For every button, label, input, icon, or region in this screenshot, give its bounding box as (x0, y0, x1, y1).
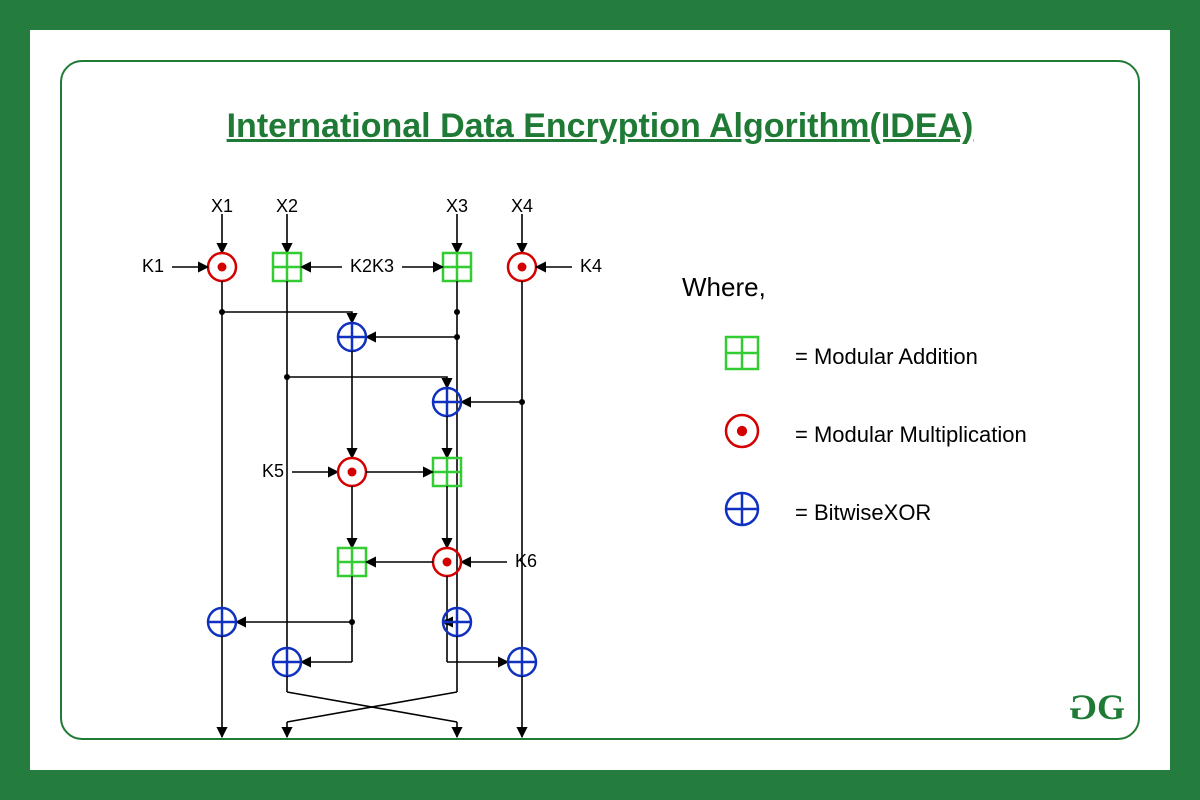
legend-row: = Modular Addition (682, 333, 1082, 381)
legend-row: = BitwiseXOR (682, 489, 1082, 537)
svg-text:K2: K2 (350, 256, 372, 276)
svg-text:X2: X2 (276, 196, 298, 216)
svg-text:K3: K3 (372, 256, 394, 276)
svg-text:X3: X3 (446, 196, 468, 216)
rounded-panel: International Data Encryption Algorithm(… (60, 60, 1140, 740)
legend-label: = BitwiseXOR (795, 500, 931, 526)
page-title: International Data Encryption Algorithm(… (62, 107, 1138, 146)
legend-row: = Modular Multiplication (682, 411, 1082, 459)
xor-icon (722, 489, 770, 537)
page-card: International Data Encryption Algorithm(… (30, 30, 1170, 770)
brand-logo: GG (1071, 686, 1123, 728)
svg-text:K5: K5 (262, 461, 284, 481)
idea-diagram: X1 X2 X3 X4 K1 K2K3 K4 K5 K6 (122, 182, 622, 742)
svg-text:K4: K4 (580, 256, 602, 276)
legend-label: = Modular Addition (795, 344, 978, 370)
legend-heading: Where, (682, 272, 1082, 303)
legend: Where, = Modular Addition = Modular Multi… (682, 272, 1082, 567)
add-icon (722, 333, 770, 381)
svg-text:X1: X1 (211, 196, 233, 216)
outer-frame: International Data Encryption Algorithm(… (0, 0, 1200, 800)
svg-text:K1: K1 (142, 256, 164, 276)
mult-icon (722, 411, 770, 459)
svg-text:X4: X4 (511, 196, 533, 216)
svg-text:K6: K6 (515, 551, 537, 571)
legend-label: = Modular Multiplication (795, 422, 1027, 448)
